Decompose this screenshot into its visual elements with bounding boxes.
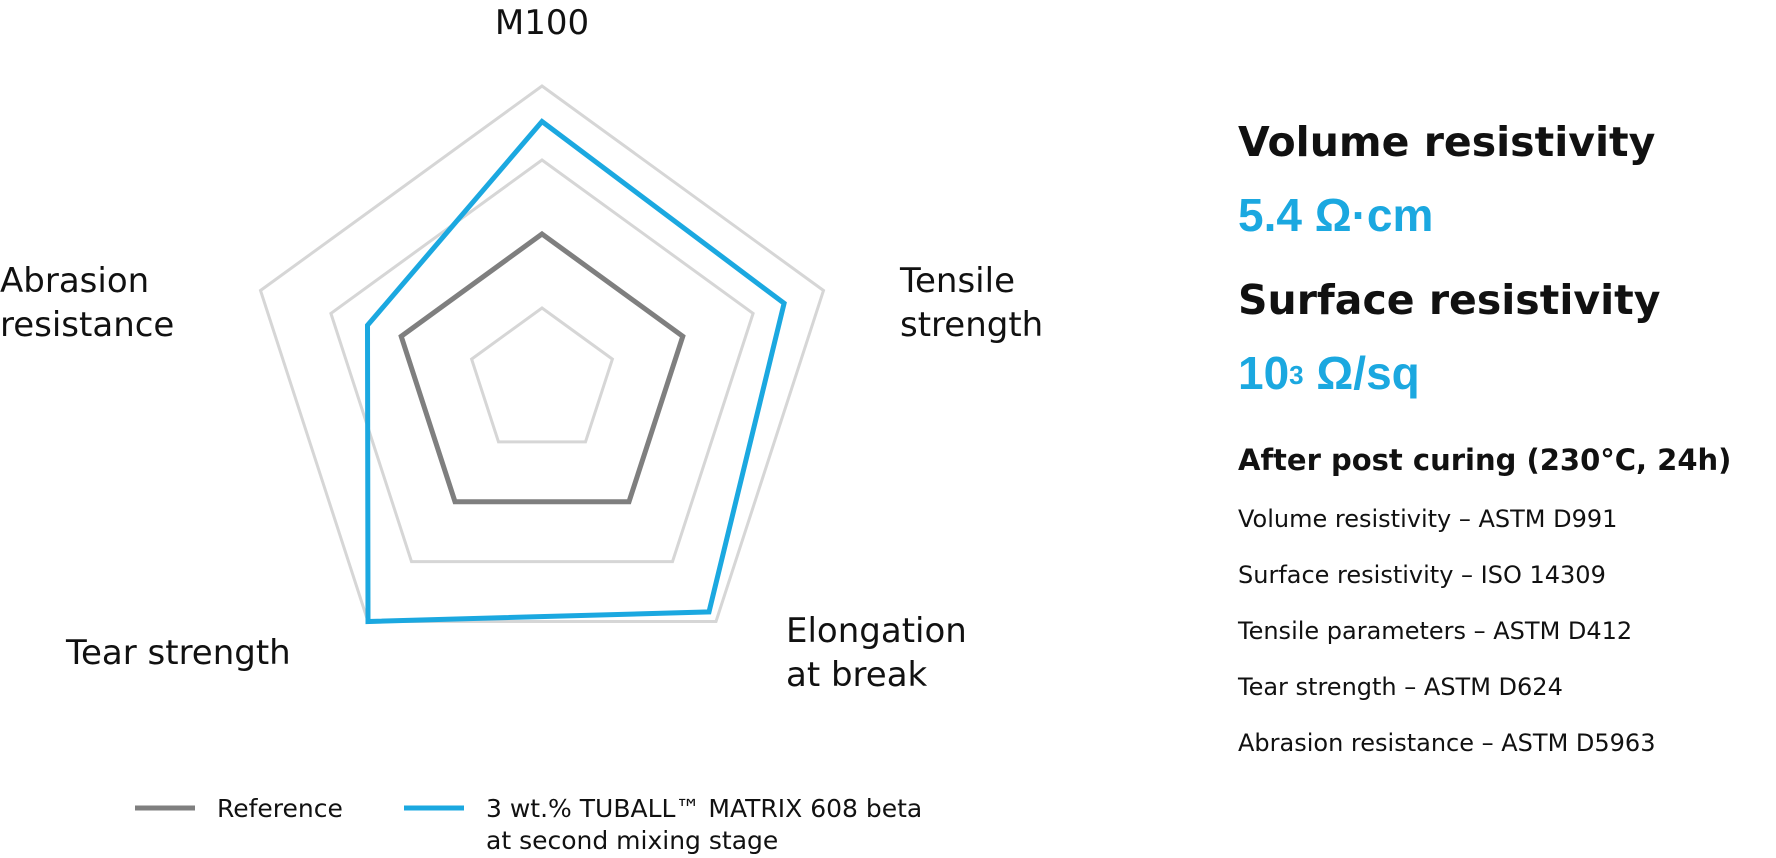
surface-resistivity-heading: Surface resistivity [1238,276,1661,324]
test-method-tear: Tear strength – ASTM D624 [1238,673,1563,701]
axis-label-line: Tensile [899,261,1015,301]
axis-label-line: Tear strength [65,633,291,673]
surface-value-unit: Ω/sq [1303,347,1420,399]
test-method-volume: Volume resistivity – ASTM D991 [1238,505,1618,533]
axis-label-line: M100 [495,3,589,43]
surface-value-base: 10 [1238,347,1290,399]
test-method-surface: Surface resistivity – ISO 14309 [1238,561,1606,589]
volume-resistivity-heading: Volume resistivity [1238,118,1656,166]
axis-label-abrasion-resistance: Abrasion resistance [0,261,174,345]
test-method-tensile: Tensile parameters – ASTM D412 [1238,617,1633,645]
radar-chart: M100 Tensile strength Elongation at break Tea… [0,3,1043,855]
axis-label-line: at break [786,655,928,695]
grid-ring-3 [329,158,755,564]
axis-label-tensile-strength: Tensile strength [899,261,1043,345]
series-line-reference [398,230,686,505]
radar-series [364,118,787,625]
legend-label-line: at second mixing stage [486,826,778,855]
axis-label-line: Elongation [786,611,967,651]
axis-label-m100: M100 [495,3,589,43]
legend: Reference 3 wt.% TUBALL™ MATRIX 608 beta a… [135,794,922,855]
axis-label-elongation-at-break: Elongation at break [786,611,967,695]
post-curing-heading: After post curing (230°C, 24h) [1238,443,1732,477]
legend-label-line: Reference [217,794,343,823]
axis-label-line: resistance [0,305,174,345]
legend-label-reference: Reference [217,794,343,823]
test-methods-list: Volume resistivity – ASTM D991 Surface r… [1238,504,1758,758]
legend-label-tuball: 3 wt.% TUBALL™ MATRIX 608 beta at second … [486,794,922,855]
volume-resistivity-value: 5.4 Ω·cm [1238,189,1434,241]
axis-label-line: Abrasion [0,261,149,301]
legend-label-line: 3 wt.% TUBALL™ MATRIX 608 beta [486,794,922,823]
test-method-abrasion: Abrasion resistance – ASTM D5963 [1238,729,1656,757]
grid-ring-4 [258,84,826,623]
axis-label-tear-strength: Tear strength [65,633,291,673]
axis-label-line: strength [900,305,1043,345]
surface-resistivity-value: 103 Ω/sq [1238,346,1758,400]
axis-labels: M100 Tensile strength Elongation at break Tea… [0,3,1043,695]
resistivity-panel: Volume resistivity 5.4 Ω·cm Surface resi… [1238,118,1758,758]
series-line-tuball [364,118,787,625]
grid-ring-1 [469,306,615,444]
surface-value-exponent: 3 [1289,360,1304,390]
radar-grid [258,84,826,623]
